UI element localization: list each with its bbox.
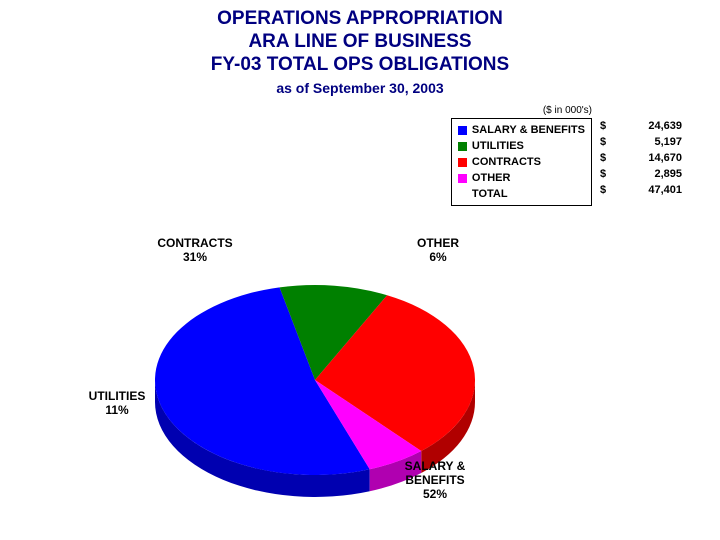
- title-line-3: FY-03 TOTAL OPS OBLIGATIONS: [0, 54, 720, 77]
- legend-swatch-contracts: [458, 158, 467, 167]
- slice-label-salary: SALARY &BENEFITS52%: [390, 460, 480, 501]
- value-row-salary: $24,639: [600, 118, 682, 134]
- currency-symbol: $: [600, 182, 606, 198]
- legend-item-other: OTHER: [458, 170, 585, 186]
- slice-label-utilities: UTILITIES11%: [82, 390, 152, 418]
- currency-symbol: $: [600, 118, 606, 134]
- subtitle: as of September 30, 2003: [0, 80, 720, 96]
- currency-symbol: $: [600, 166, 606, 182]
- title-line-1: OPERATIONS APPROPRIATION: [0, 8, 720, 31]
- legend-item-contracts: CONTRACTS: [458, 154, 585, 170]
- legend-label-contracts: CONTRACTS: [472, 154, 541, 170]
- legend-label-total: TOTAL: [472, 186, 508, 202]
- value-salary: 24,639: [648, 118, 682, 134]
- slice-label-contracts: CONTRACTS31%: [150, 237, 240, 265]
- legend-swatch-other: [458, 174, 467, 183]
- value-utilities: 5,197: [654, 134, 682, 150]
- legend-units-note: ($ in 000's): [543, 105, 592, 116]
- value-total: 47,401: [648, 182, 682, 198]
- currency-symbol: $: [600, 150, 606, 166]
- value-row-utilities: $5,197: [600, 134, 682, 150]
- legend-label-utilities: UTILITIES: [472, 138, 524, 154]
- title-block: OPERATIONS APPROPRIATION ARA LINE OF BUS…: [0, 8, 720, 96]
- legend-item-utilities: UTILITIES: [458, 138, 585, 154]
- legend-label-other: OTHER: [472, 170, 511, 186]
- legend-item-salary: SALARY & BENEFITS: [458, 122, 585, 138]
- legend-label-salary: SALARY & BENEFITS: [472, 122, 585, 138]
- value-row-total: $47,401: [600, 182, 682, 198]
- legend-item-total: TOTAL: [458, 186, 585, 202]
- page: OPERATIONS APPROPRIATION ARA LINE OF BUS…: [0, 0, 720, 540]
- currency-symbol: $: [600, 134, 606, 150]
- title-line-2: ARA LINE OF BUSINESS: [0, 31, 720, 54]
- legend-box: SALARY & BENEFITSUTILITIESCONTRACTSOTHER…: [451, 118, 592, 206]
- value-contracts: 14,670: [648, 150, 682, 166]
- legend-swatch-utilities: [458, 142, 467, 151]
- value-row-other: $2,895: [600, 166, 682, 182]
- value-other: 2,895: [654, 166, 682, 182]
- legend-swatch-salary: [458, 126, 467, 135]
- slice-label-other: OTHER6%: [408, 237, 468, 265]
- value-row-contracts: $14,670: [600, 150, 682, 166]
- legend-values: $24,639$5,197$14,670$2,895$47,401: [600, 118, 682, 198]
